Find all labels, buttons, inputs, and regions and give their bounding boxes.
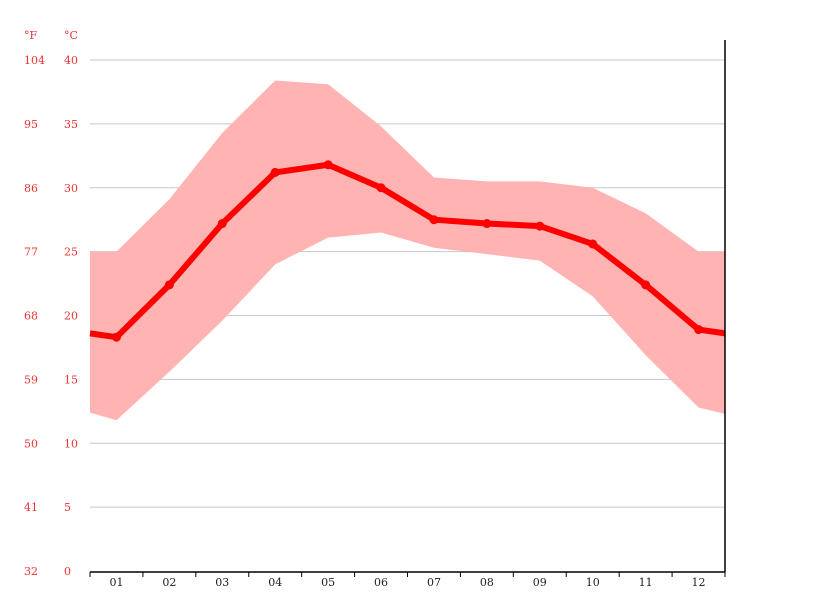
- x-tick-label: 07: [427, 576, 441, 589]
- data-point: [323, 160, 333, 170]
- x-tick-label: 10: [586, 576, 600, 589]
- x-tick-label: 09: [533, 576, 547, 589]
- y-tick-label-f: 77: [24, 246, 38, 259]
- y-tick-label-c: 0: [64, 565, 71, 578]
- y-tick-label-f: 32: [24, 565, 38, 578]
- y-tick-label-c: 5: [64, 501, 71, 514]
- data-point: [535, 221, 545, 231]
- y-tick-label-c: 30: [64, 182, 78, 195]
- min-max-range-band: [90, 80, 725, 421]
- y-tick-label-c: 25: [64, 246, 78, 259]
- x-axis-ticks: [89, 572, 726, 577]
- y-tick-label-c: 35: [64, 118, 78, 131]
- x-tick-label: 04: [268, 576, 282, 589]
- data-point: [694, 325, 704, 335]
- y-tick-label-f: 41: [24, 501, 38, 514]
- data-point: [270, 167, 280, 177]
- data-points: [111, 160, 704, 342]
- data-point: [429, 215, 439, 225]
- y-tick-label-f: 59: [24, 373, 38, 386]
- y-tick-label-f: 50: [24, 437, 38, 450]
- fahrenheit-unit-label: °F: [24, 29, 38, 42]
- x-tick-label: 06: [374, 576, 388, 589]
- x-tick-label: 02: [162, 576, 176, 589]
- data-point: [217, 219, 227, 229]
- celsius-unit-label: °C: [64, 29, 78, 42]
- data-point: [641, 280, 651, 290]
- x-tick-label: 03: [215, 576, 229, 589]
- x-tick-label: 08: [480, 576, 494, 589]
- x-tick-label: 11: [639, 576, 653, 589]
- y-tick-label-c: 40: [64, 54, 78, 67]
- data-point: [482, 219, 492, 229]
- y-tick-label-f: 86: [24, 182, 38, 195]
- data-point: [164, 280, 174, 290]
- y-tick-label-c: 20: [64, 310, 78, 323]
- y-tick-label-c: 15: [64, 373, 78, 386]
- x-tick-label: 05: [321, 576, 335, 589]
- y-tick-label-f: 68: [24, 310, 38, 323]
- y-tick-label-f: 104: [24, 54, 45, 67]
- x-tick-label: 01: [109, 576, 123, 589]
- average-temperature-line: [89, 161, 726, 341]
- x-tick-label: 12: [692, 576, 706, 589]
- data-point: [111, 332, 121, 342]
- y-axis-labels: 32 0 41 5 50 10 59 15 68 20 77 25 86 30 95 35 104 40: [24, 54, 78, 578]
- data-point: [376, 183, 386, 193]
- y-tick-label-f: 95: [24, 118, 38, 131]
- x-axis-labels: 01 02 03 04 05 06 07 08 09 10 11 12: [109, 576, 705, 589]
- data-point: [588, 239, 598, 249]
- y-tick-label-c: 10: [64, 437, 78, 450]
